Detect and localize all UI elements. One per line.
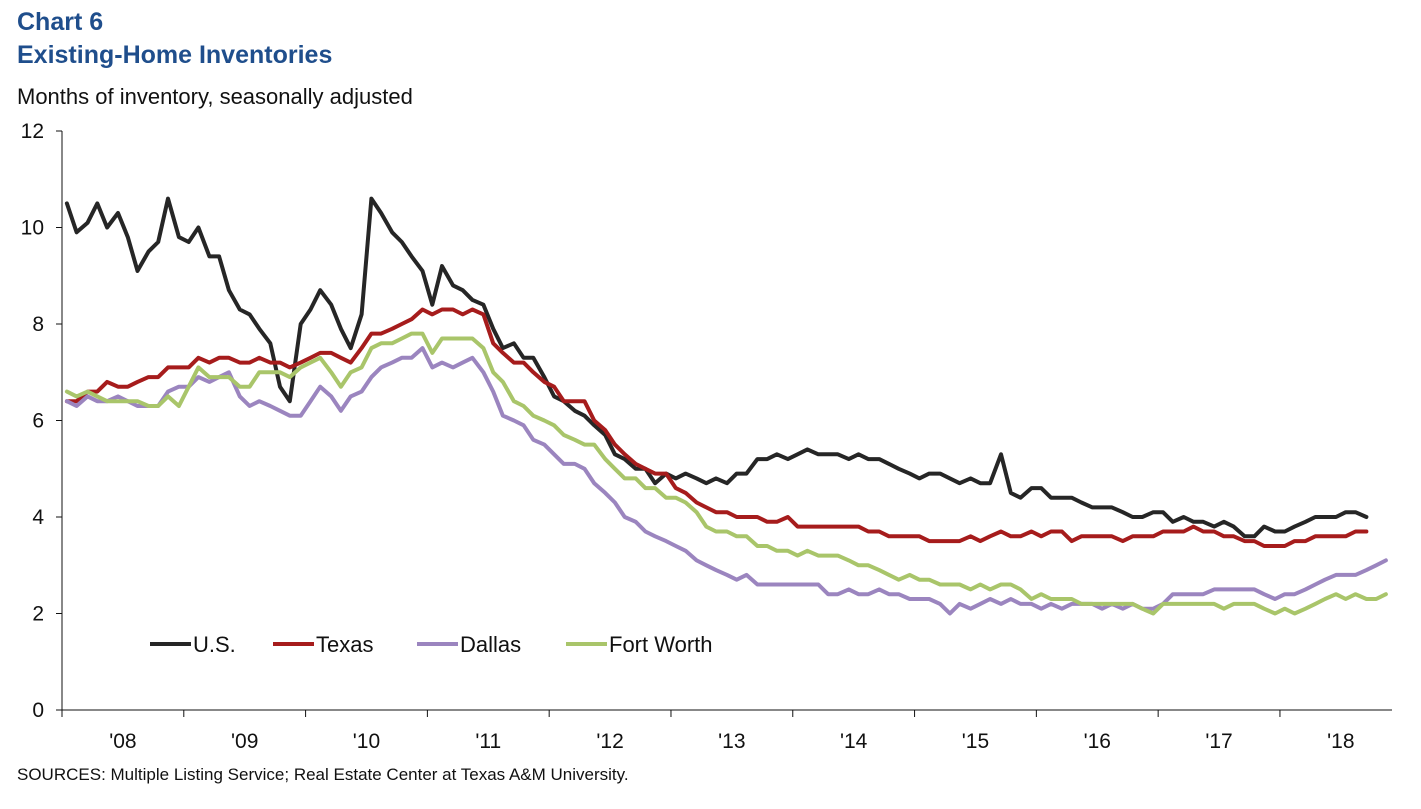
chart-axes	[56, 130, 1392, 717]
chart-legend: U.S. Texas Dallas Fort Worth	[150, 632, 713, 657]
x-tick-label: '15	[962, 730, 989, 753]
x-tick-label: '12	[596, 730, 623, 753]
x-tick-label: '09	[231, 730, 258, 753]
legend-label-texas: Texas	[316, 632, 373, 657]
series-line-dallas	[64, 346, 1388, 616]
series-line-u-s	[64, 196, 1369, 539]
x-tick-label: '13	[718, 730, 745, 753]
chart-tick-labels: 0 2 4 6 8 10 12 '08 '09 '10 '11 '12 '13 '14 '15 '16 '17 '…	[21, 120, 1355, 753]
chart-series-lines	[64, 196, 1388, 616]
x-tick-label: '08	[109, 730, 136, 753]
x-tick-label: '14	[840, 730, 868, 753]
chart-subtitle: Months of inventory, seasonally adjusted	[17, 84, 413, 109]
source-note: SOURCES: Multiple Listing Service; Real …	[17, 765, 629, 784]
y-tick-label: 8	[32, 313, 44, 336]
series-line-fort-worth	[64, 331, 1388, 616]
x-tick-label: '18	[1327, 730, 1354, 753]
x-tick-label: '16	[1084, 730, 1111, 753]
x-tick-label: '10	[353, 730, 380, 753]
y-tick-label: 6	[32, 410, 44, 433]
x-tick-label: '17	[1205, 730, 1232, 753]
legend-label-u-s: U.S.	[193, 632, 236, 657]
y-tick-label: 4	[32, 506, 44, 529]
chart-label: Chart 6	[17, 8, 104, 36]
y-tick-label: 0	[32, 699, 44, 722]
series-line-texas	[64, 307, 1369, 548]
y-tick-label: 2	[32, 603, 44, 626]
x-tick-label: '11	[475, 730, 501, 753]
legend-label-dallas: Dallas	[460, 632, 521, 657]
y-tick-label: 10	[21, 217, 44, 240]
chart-title: Existing-Home Inventories	[17, 41, 333, 69]
legend-label-fort-worth: Fort Worth	[609, 632, 713, 657]
y-tick-label: 12	[21, 120, 44, 143]
